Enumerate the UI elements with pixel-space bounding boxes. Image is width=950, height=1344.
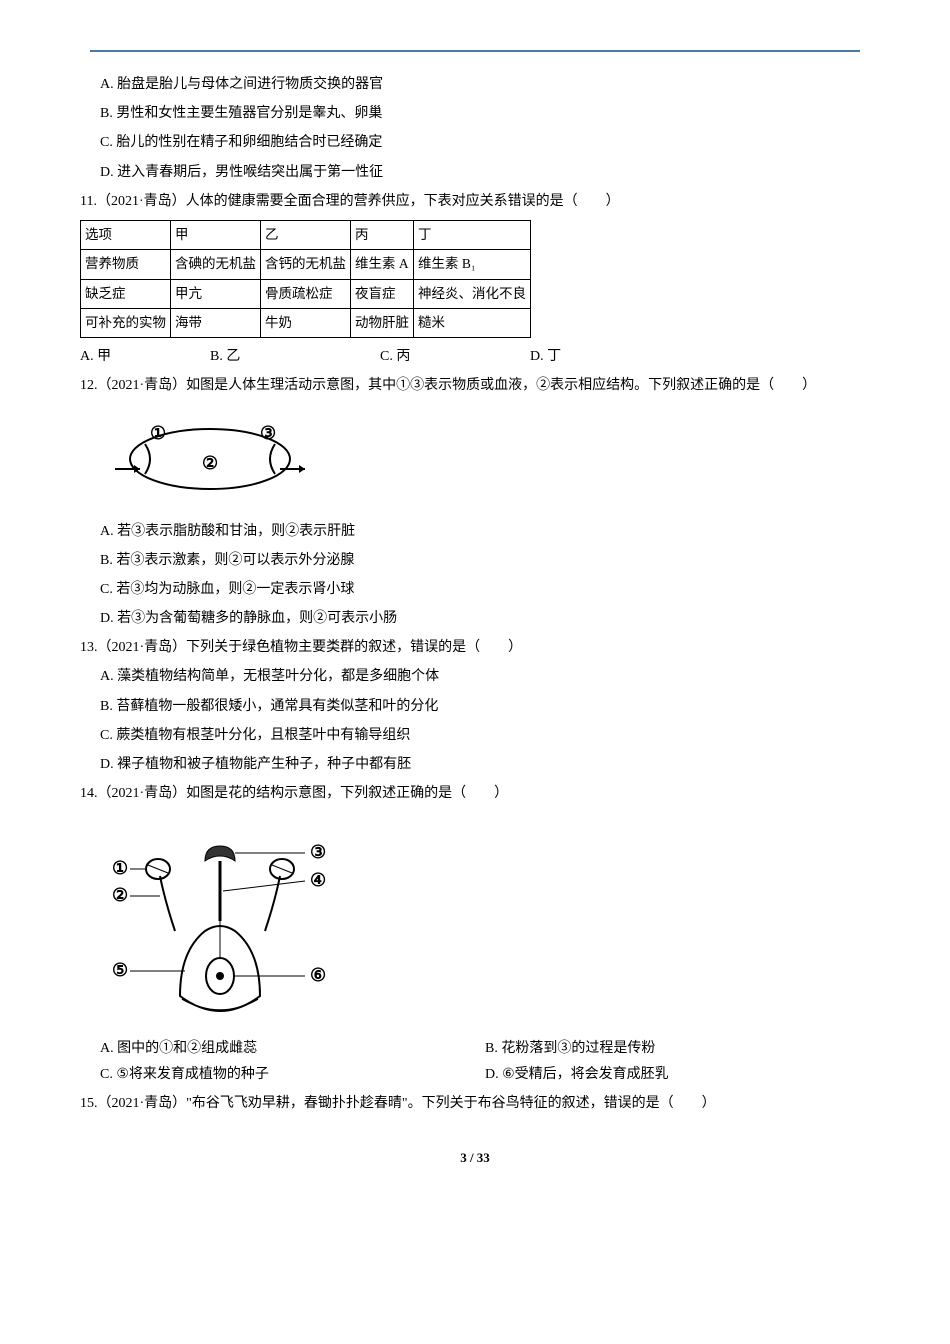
option-d: D. 进入青春期后，男性喉结突出属于第一性征	[80, 160, 870, 185]
table-cell: 维生素 B₁	[414, 250, 531, 279]
table-cell: 含碘的无机盐	[171, 250, 261, 279]
option-b: B. 若③表示激素，则②可以表示外分泌腺	[80, 548, 870, 573]
option-c: C. 蕨类植物有根茎叶分化，且根茎叶中有输导组织	[80, 723, 870, 748]
q14-diagram: ① ② ③ ④ ⑤ ⑥	[110, 821, 870, 1021]
label-2: ②	[202, 453, 218, 473]
table-cell: 甲亢	[171, 279, 261, 308]
label-3: ③	[260, 423, 276, 443]
q11-table: 选项 甲 乙 丙 丁 营养物质 含碘的无机盐 含钙的无机盐 维生素 A 维生素 …	[80, 220, 531, 338]
table-cell: 海带	[171, 308, 261, 337]
q11-stem: 11.（2021·青岛）人体的健康需要全面合理的营养供应，下表对应关系错误的是（…	[80, 189, 870, 214]
option-d: D. 裸子植物和被子植物能产生种子，种子中都有胚	[80, 752, 870, 777]
option-b: B. 乙	[210, 344, 380, 369]
question-12: 12.（2021·青岛）如图是人体生理活动示意图，其中①③表示物质或血液，②表示…	[80, 373, 870, 631]
table-cell: 丙	[351, 220, 414, 249]
table-cell: 丁	[414, 220, 531, 249]
svg-text:①: ①	[112, 858, 128, 878]
table-cell: 牛奶	[261, 308, 351, 337]
option-d: D. 若③为含葡萄糖多的静脉血，则②可表示小肠	[80, 606, 870, 631]
option-a: A. 图中的①和②组成雌蕊	[100, 1036, 485, 1061]
option-c: C. 丙	[380, 344, 530, 369]
table-cell: 选项	[81, 220, 171, 249]
svg-text:⑤: ⑤	[112, 960, 128, 980]
table-cell: 营养物质	[81, 250, 171, 279]
table-cell: 维生素 A	[351, 250, 414, 279]
q13-stem: 13.（2021·青岛）下列关于绿色植物主要类群的叙述，错误的是（ ）	[80, 635, 870, 660]
question-15: 15.（2021·青岛）"布谷飞飞劝早耕，春锄扑扑趁春晴"。下列关于布谷鸟特征的…	[80, 1091, 870, 1116]
option-a: A. 甲	[80, 344, 210, 369]
option-b: B. 男性和女性主要生殖器官分别是睾丸、卵巢	[80, 101, 870, 126]
table-cell: 含钙的无机盐	[261, 250, 351, 279]
question-11: 11.（2021·青岛）人体的健康需要全面合理的营养供应，下表对应关系错误的是（…	[80, 189, 870, 370]
physiology-diagram: ① ② ③	[110, 414, 310, 504]
q14-options-row1: A. 图中的①和②组成雌蕊 B. 花粉落到③的过程是传粉	[100, 1036, 870, 1061]
option-d: D. 丁	[530, 344, 561, 369]
table-cell: 夜盲症	[351, 279, 414, 308]
svg-text:④: ④	[310, 870, 326, 890]
flower-structure-diagram: ① ② ③ ④ ⑤ ⑥	[110, 821, 340, 1021]
option-c: C. 胎儿的性别在精子和卵细胞结合时已经确定	[80, 130, 870, 155]
q10-options: A. 胎盘是胎儿与母体之间进行物质交换的器官 B. 男性和女性主要生殖器官分别是…	[80, 72, 870, 185]
q14-stem: 14.（2021·青岛）如图是花的结构示意图，下列叙述正确的是（ ）	[80, 781, 870, 806]
option-a: A. 藻类植物结构简单，无根茎叶分化，都是多细胞个体	[80, 664, 870, 689]
page-number: 3 / 33	[80, 1146, 870, 1169]
table-cell: 动物肝脏	[351, 308, 414, 337]
option-c: C. 若③均为动脉血，则②一定表示肾小球	[80, 577, 870, 602]
option-a: A. 胎盘是胎儿与母体之间进行物质交换的器官	[80, 72, 870, 97]
option-a: A. 若③表示脂肪酸和甘油，则②表示肝脏	[80, 519, 870, 544]
table-cell: 可补充的实物	[81, 308, 171, 337]
table-cell: 糙米	[414, 308, 531, 337]
option-d: D. ⑥受精后，将会发育成胚乳	[485, 1062, 870, 1087]
option-c: C. ⑤将来发育成植物的种子	[100, 1062, 485, 1087]
q14-options-row2: C. ⑤将来发育成植物的种子 D. ⑥受精后，将会发育成胚乳	[100, 1062, 870, 1087]
svg-text:⑥: ⑥	[310, 965, 326, 985]
table-cell: 神经炎、消化不良	[414, 279, 531, 308]
q12-stem: 12.（2021·青岛）如图是人体生理活动示意图，其中①③表示物质或血液，②表示…	[80, 373, 870, 398]
option-b: B. 苔藓植物一般都很矮小，通常具有类似茎和叶的分化	[80, 694, 870, 719]
option-b: B. 花粉落到③的过程是传粉	[485, 1036, 870, 1061]
question-14: 14.（2021·青岛）如图是花的结构示意图，下列叙述正确的是（ ）	[80, 781, 870, 1087]
q11-options: A. 甲 B. 乙 C. 丙 D. 丁	[80, 344, 870, 369]
table-cell: 甲	[171, 220, 261, 249]
table-cell: 骨质疏松症	[261, 279, 351, 308]
table-cell: 缺乏症	[81, 279, 171, 308]
q12-diagram: ① ② ③	[110, 414, 870, 504]
svg-text:③: ③	[310, 842, 326, 862]
q15-stem: 15.（2021·青岛）"布谷飞飞劝早耕，春锄扑扑趁春晴"。下列关于布谷鸟特征的…	[80, 1091, 870, 1116]
table-cell: 乙	[261, 220, 351, 249]
page-top-line	[90, 50, 860, 52]
label-1: ①	[150, 423, 166, 443]
question-13: 13.（2021·青岛）下列关于绿色植物主要类群的叙述，错误的是（ ） A. 藻…	[80, 635, 870, 777]
svg-text:②: ②	[112, 885, 128, 905]
